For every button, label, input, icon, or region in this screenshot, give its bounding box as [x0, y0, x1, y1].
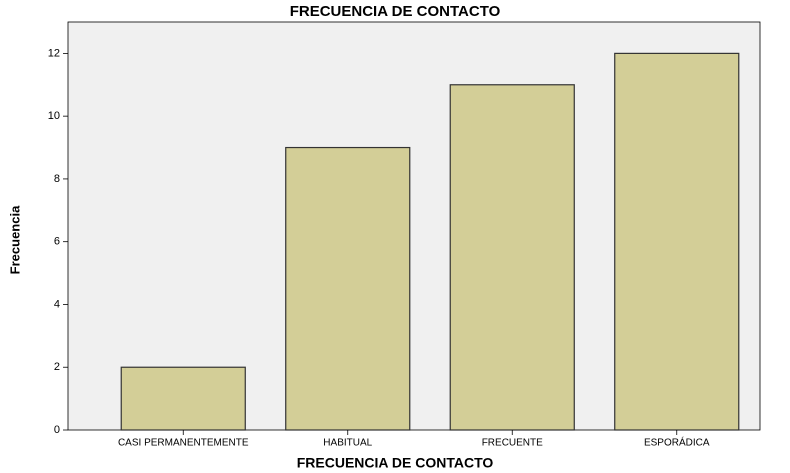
bar	[120, 366, 246, 431]
bar	[614, 52, 740, 431]
bar	[449, 84, 575, 431]
y-tick-label: 12	[48, 47, 60, 59]
x-tick-label: CASI PERMANENTEMENTE	[118, 438, 249, 449]
y-axis-label: Frecuencia	[7, 205, 22, 274]
y-tick-label: 0	[54, 424, 60, 436]
y-tick-label: 10	[48, 110, 60, 122]
y-tick-label: 6	[54, 236, 60, 248]
y-tick-label: 8	[54, 173, 60, 185]
x-tick-label: FRECUENTE	[482, 438, 543, 449]
chart-title: FRECUENCIA DE CONTACTO	[290, 3, 501, 20]
x-tick-label: HABITUAL	[323, 438, 372, 449]
bar	[285, 146, 411, 431]
y-tick-label: 4	[54, 298, 60, 310]
x-tick-label: ESPORÁDICA	[644, 436, 710, 449]
y-tick-label: 2	[54, 361, 60, 373]
x-axis-label: FRECUENCIA DE CONTACTO	[297, 455, 494, 471]
